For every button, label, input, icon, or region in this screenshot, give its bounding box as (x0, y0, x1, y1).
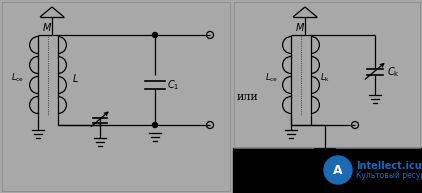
Text: $C_{\rm e}$: $C_{\rm e}$ (311, 160, 322, 172)
Text: $C_1$: $C_1$ (167, 78, 179, 92)
Text: A: A (333, 163, 343, 177)
Text: $L_{\rm k}$: $L_{\rm k}$ (320, 72, 330, 84)
Text: $C_{\rm k}$: $C_{\rm k}$ (387, 65, 400, 79)
Circle shape (152, 32, 157, 37)
Text: $U$: $U$ (343, 160, 352, 172)
Bar (233, 148, 422, 193)
Text: Intellect.icu: Intellect.icu (356, 161, 422, 171)
Text: $L_{\rm ce}$: $L_{\rm ce}$ (265, 72, 279, 84)
Text: $M$: $M$ (42, 21, 52, 33)
Circle shape (152, 123, 157, 128)
Text: $M$: $M$ (295, 21, 305, 33)
Circle shape (324, 156, 352, 184)
Text: $L_{\rm ce}$: $L_{\rm ce}$ (11, 72, 24, 84)
Text: $L$: $L$ (72, 72, 79, 84)
Text: или: или (237, 92, 259, 102)
Text: Культовый ресурс: Культовый ресурс (356, 172, 422, 180)
Bar (233, 0, 422, 148)
Bar (0, 0, 233, 193)
